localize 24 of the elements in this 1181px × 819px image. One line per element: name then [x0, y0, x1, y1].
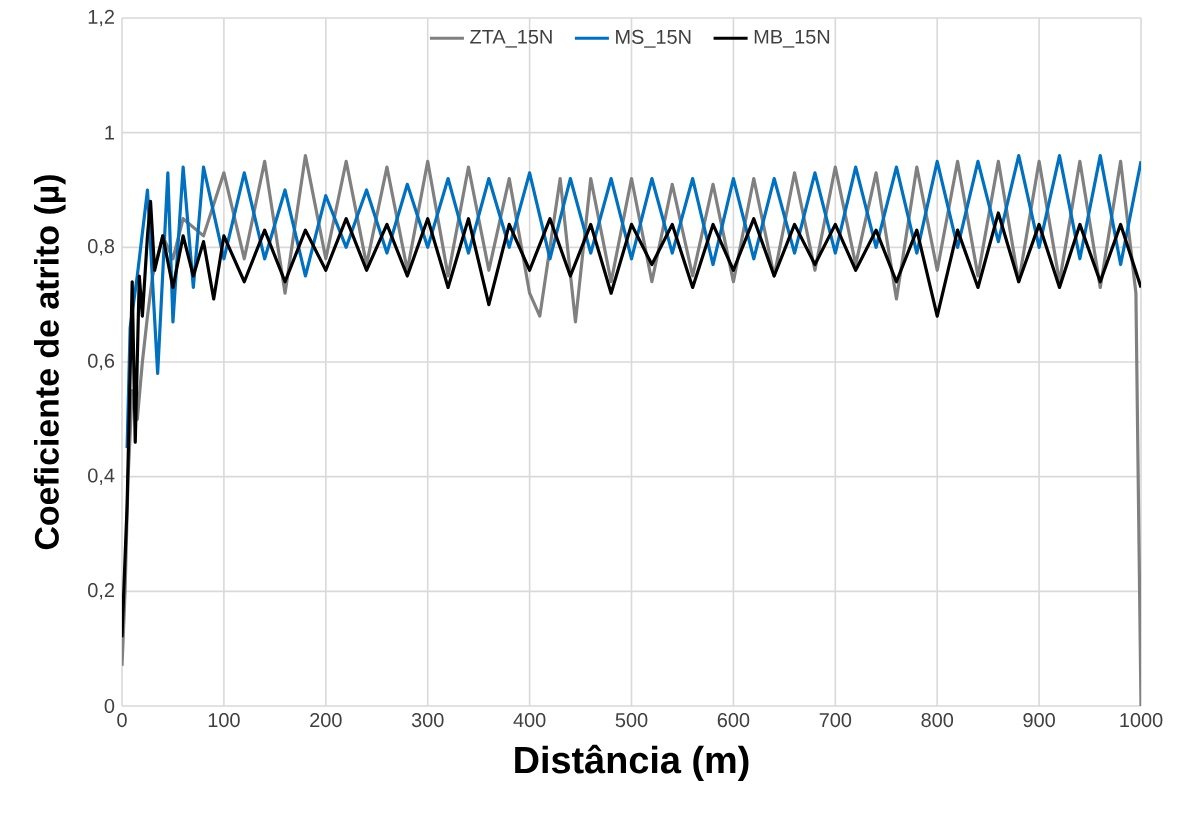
x-tick-label: 800: [921, 713, 954, 728]
y-tick-label: 0: [104, 698, 115, 714]
y-tick-label: 1,2: [88, 9, 114, 27]
y-tick-label: 0,6: [88, 353, 115, 371]
x-tick-label: 100: [208, 713, 240, 728]
y-tick-label: 0,4: [88, 468, 115, 485]
x-axis-title: Distância (m): [515, 744, 749, 781]
y-tick-label: 0,2: [88, 583, 114, 600]
x-tick-label: 300: [411, 713, 444, 728]
x-tick-label: 0: [117, 713, 127, 728]
legend-label: ZTA_15N: [470, 29, 552, 48]
y-tick-label: 1: [105, 125, 114, 140]
y-tick-label: 0,8: [88, 239, 115, 256]
y-axis-title: Coeficiente de atrito (µ): [34, 175, 66, 550]
x-tick-label: 700: [819, 713, 852, 728]
x-tick-label: 400: [513, 713, 546, 728]
x-tick-label: 1000: [1120, 713, 1163, 728]
legend-label: MB_15N: [754, 29, 830, 48]
x-tick-label: 500: [615, 713, 648, 728]
line-series: [122, 199, 1142, 639]
x-tick-label: 600: [717, 713, 750, 728]
legend-label: MS_15N: [616, 29, 691, 48]
x-tick-label: 900: [1023, 713, 1055, 728]
x-tick-label: 200: [310, 713, 342, 728]
